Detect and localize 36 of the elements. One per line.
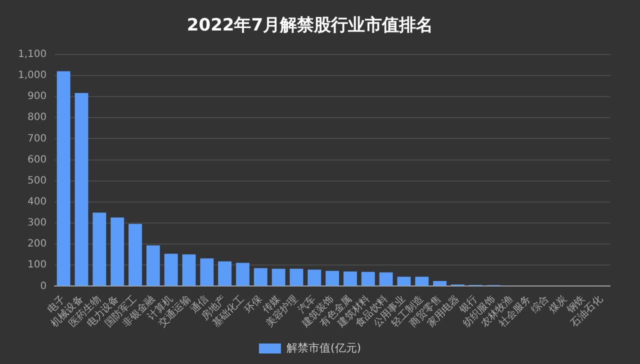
y-tick-label: 900: [28, 91, 47, 102]
bar: [128, 224, 142, 286]
bar: [56, 71, 70, 286]
bar: [308, 270, 322, 286]
bar: [74, 92, 88, 286]
bar: [326, 270, 340, 286]
chart-title: 2022年7月解禁股行业市值排名: [186, 16, 434, 36]
bar: [415, 276, 429, 286]
y-tick-label: 1,000: [18, 70, 47, 82]
bar: [218, 261, 232, 286]
bar: [164, 254, 178, 286]
bar: [361, 272, 375, 286]
y-tick-label: 400: [28, 196, 47, 208]
legend-label: 解禁市值(亿元): [286, 341, 362, 354]
bar: [397, 276, 411, 286]
bar: [182, 254, 196, 286]
bar: [110, 218, 124, 286]
bar: [290, 268, 304, 286]
y-tick-label: 300: [28, 218, 47, 229]
y-tick-label: 800: [28, 112, 47, 124]
bar: [433, 280, 447, 286]
y-tick-label: 700: [28, 133, 47, 144]
y-tick-label: 600: [28, 154, 47, 166]
bar: [200, 258, 214, 286]
bar: [146, 245, 160, 286]
bar: [236, 262, 250, 286]
y-tick-label: 200: [28, 238, 47, 250]
bar: [344, 271, 357, 286]
y-tick-label: 100: [28, 260, 47, 271]
bar: [272, 268, 286, 286]
bar: [254, 268, 268, 286]
y-tick-label: 500: [28, 175, 47, 186]
bar: [92, 212, 106, 286]
bar: [379, 272, 393, 286]
y-tick-label: 1,100: [18, 48, 47, 60]
y-tick-label: 0: [40, 280, 47, 292]
